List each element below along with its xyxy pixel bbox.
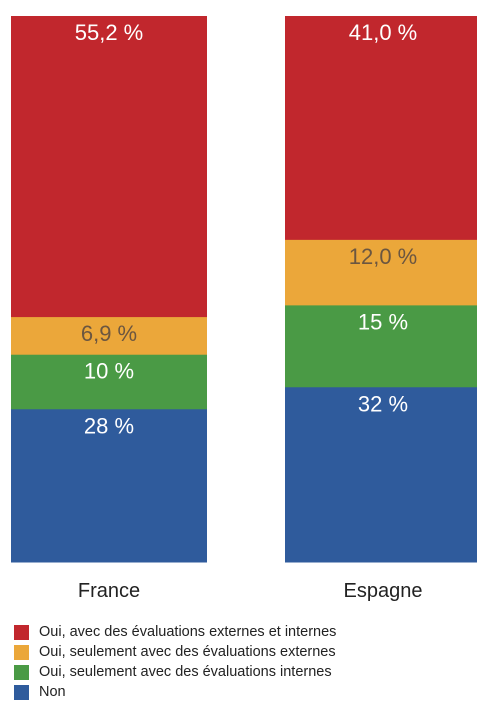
data-label-france-1: 6,9 % [81, 321, 137, 346]
legend-label-0: Oui, avec des évaluations externes et in… [39, 624, 337, 640]
legend-item-1: Oui, seulement avec des évaluations exte… [14, 642, 474, 662]
segment-labels-group: 55,2 % 6,9 % 10 % 28 % 41,0 % 12,0 % 15 % 32 % [75, 20, 418, 438]
data-label-france-3: 28 % [84, 413, 134, 438]
data-label-france-2: 10 % [84, 359, 134, 384]
legend-swatch-3 [14, 684, 29, 700]
data-label-france-0: 55,2 % [75, 20, 144, 45]
legend-swatch-0 [14, 624, 29, 640]
legend-label-1: Oui, seulement avec des évaluations exte… [39, 644, 336, 660]
bar-segment-france-0 [11, 16, 207, 318]
bar-segment-espagne-0 [285, 16, 477, 241]
legend-label-3: Non [39, 684, 66, 700]
bar-segment-espagne-1 [285, 239, 477, 306]
data-label-espagne-0: 41,0 % [349, 20, 418, 45]
legend-swatch-2 [14, 664, 29, 680]
legend-item-3: Non [14, 682, 474, 702]
legend-swatch-1 [14, 644, 29, 660]
bars-group [11, 16, 477, 563]
legend: Oui, avec des évaluations externes et in… [14, 622, 474, 702]
legend-item-0: Oui, avec des évaluations externes et in… [14, 622, 474, 642]
bar-segment-espagne-2 [285, 305, 477, 388]
data-label-espagne-1: 12,0 % [349, 244, 418, 269]
category-label-espagne: Espagne [344, 580, 423, 602]
data-label-espagne-3: 32 % [358, 391, 408, 416]
bar-segment-espagne-3 [285, 387, 477, 563]
legend-item-2: Oui, seulement avec des évaluations inte… [14, 662, 474, 682]
category-label-france: France [78, 580, 140, 602]
bar-segment-france-3 [11, 409, 207, 563]
category-labels-group: France Espagne [78, 580, 423, 602]
bar-segment-france-2 [11, 354, 207, 410]
bar-segment-france-1 [11, 317, 207, 356]
data-label-espagne-2: 15 % [358, 309, 408, 334]
legend-label-2: Oui, seulement avec des évaluations inte… [39, 664, 332, 680]
